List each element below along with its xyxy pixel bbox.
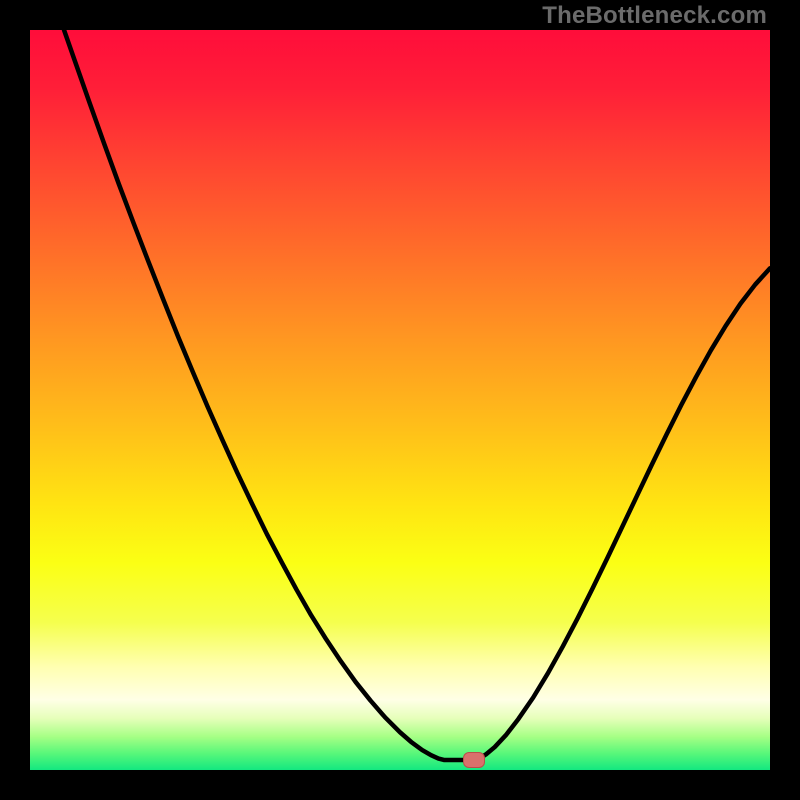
curve-path xyxy=(64,30,770,760)
watermark-text: TheBottleneck.com xyxy=(542,2,767,30)
plot-area xyxy=(30,30,770,770)
chart-container: TheBottleneck.com xyxy=(0,0,800,800)
optimal-marker xyxy=(463,752,485,768)
bottleneck-curve xyxy=(30,30,770,770)
